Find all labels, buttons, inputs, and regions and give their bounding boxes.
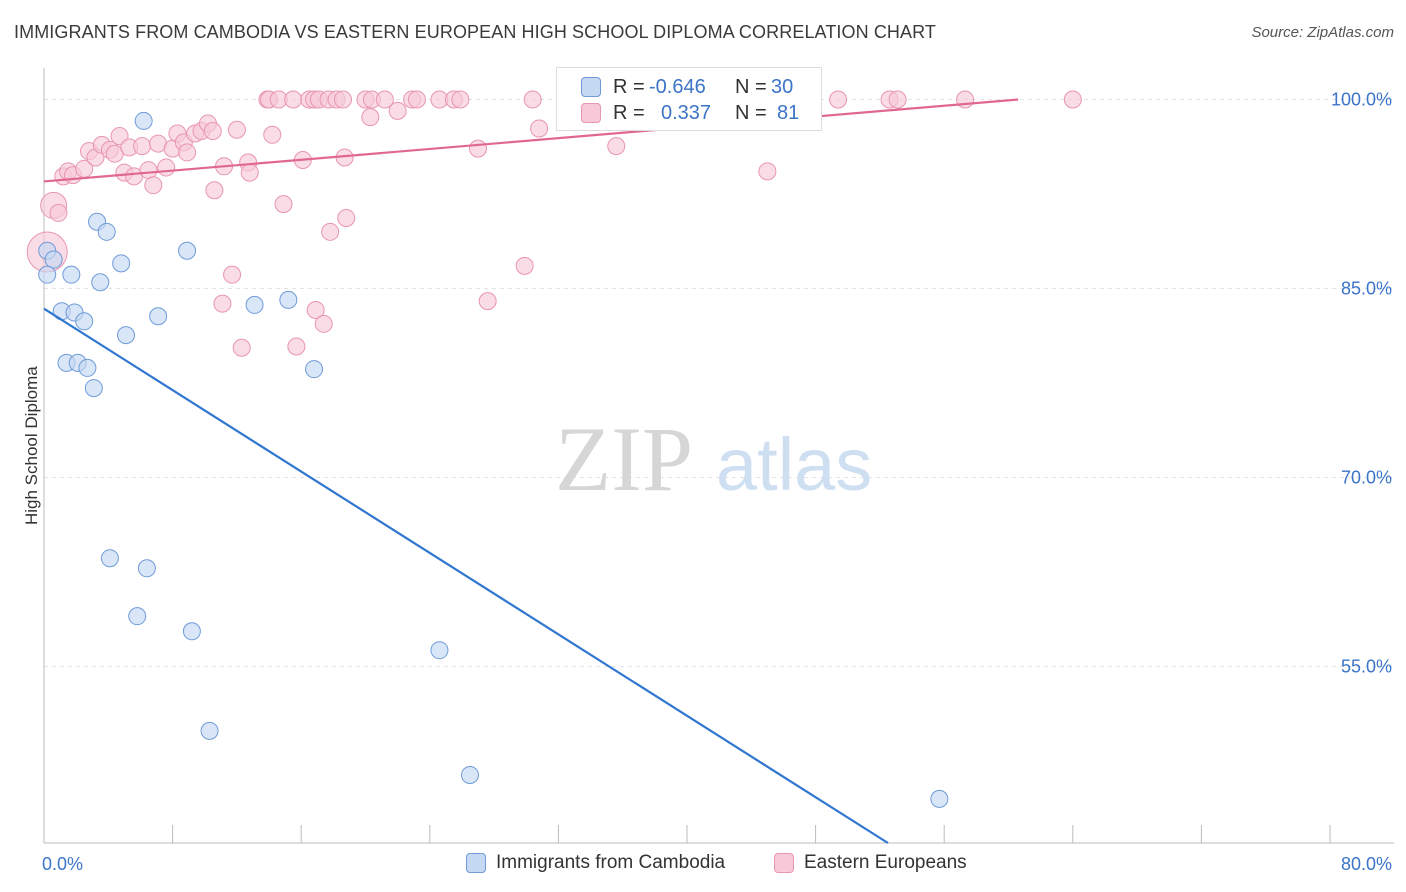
cambodia-point — [245, 295, 264, 314]
eastern-europe-point — [213, 294, 232, 313]
eastern-europe-point — [758, 162, 777, 181]
x-tick-label: 80.0% — [1341, 854, 1392, 874]
eastern-europe-point — [523, 90, 542, 109]
cambodia-point — [75, 312, 94, 331]
series-eastern-europeans — [26, 90, 1082, 357]
y-axis-label: High School Diploma — [22, 366, 41, 525]
eastern-europe-point — [306, 300, 325, 319]
cambodia-point — [100, 549, 119, 568]
cambodia-point — [78, 358, 97, 377]
cambodia-point — [116, 326, 135, 345]
cambodia-point — [930, 789, 949, 808]
watermark-atlas: atlas — [716, 423, 872, 506]
cambodia-point — [97, 222, 116, 241]
tick-labels: 55.0% 70.0% 85.0% 100.0% 0.0% 80.0% — [42, 90, 1392, 874]
eastern-europe-point — [375, 90, 394, 109]
r-label: R = — [613, 101, 645, 124]
cambodia-point — [84, 379, 103, 398]
cambodia-point — [137, 559, 156, 578]
eastern-europe-point — [203, 122, 222, 141]
eastern-europe-point — [829, 90, 848, 109]
chart-title: IMMIGRANTS FROM CAMBODIA VS EASTERN EURO… — [14, 22, 936, 42]
eastern-europe-point — [144, 176, 163, 195]
eastern-europe-point — [284, 90, 303, 109]
eastern-europe-point — [337, 208, 356, 227]
cambodia-point — [112, 254, 131, 273]
y-tick-label: 55.0% — [1341, 657, 1392, 677]
stats-legend: R = -0.646 N = 30 R = 0.337 N = 81 — [556, 67, 822, 131]
legend-item-eastern-europeans[interactable]: Eastern Europeans — [774, 852, 967, 874]
pink-swatch — [581, 103, 601, 123]
blue-swatch — [466, 853, 486, 873]
legend-label: Immigrants from Cambodia — [496, 852, 726, 873]
eastern-europe-point — [321, 222, 340, 241]
watermark: ZIP atlas — [555, 408, 872, 510]
eastern-europe-point — [478, 292, 497, 311]
trend-lines — [43, 98, 1019, 844]
eastern-europe-point — [888, 90, 907, 109]
cambodia-point — [200, 721, 219, 740]
eastern-europe-point — [223, 265, 242, 284]
cambodia-point — [134, 111, 153, 130]
n-value: 30 — [771, 75, 794, 98]
r-value: -0.646 — [649, 75, 706, 98]
source-credit: Source: ZipAtlas.com — [1251, 24, 1394, 41]
eastern-europe-point — [49, 203, 68, 222]
cambodia-point — [178, 241, 197, 260]
series-immigrants-from-cambodia — [38, 111, 949, 808]
eastern-europe-trend-line — [43, 98, 1019, 183]
eastern-europe-point — [274, 195, 293, 214]
eastern-europe-point — [157, 158, 176, 177]
n-label: N = — [735, 75, 767, 98]
eastern-europe-point — [240, 163, 259, 182]
eastern-europe-point — [287, 337, 306, 356]
cambodia-point — [305, 360, 324, 379]
r-label: R = — [613, 75, 645, 98]
pink-swatch — [774, 853, 794, 873]
eastern-europe-point — [178, 143, 197, 162]
eastern-europe-point — [1063, 90, 1082, 109]
eastern-europe-point — [205, 181, 224, 200]
eastern-europe-point — [451, 90, 470, 109]
eastern-europe-point — [407, 90, 426, 109]
cambodia-trend-line — [43, 307, 889, 844]
eastern-europe-point — [263, 125, 282, 144]
y-tick-label: 85.0% — [1341, 279, 1392, 299]
x-tick-label: 0.0% — [42, 854, 83, 874]
n-value: 81 — [777, 101, 800, 124]
eastern-europe-point — [607, 137, 626, 156]
watermark-zip: ZIP — [555, 408, 693, 510]
eastern-europe-point — [361, 108, 380, 127]
cambodia-point — [279, 290, 298, 309]
eastern-europe-point — [469, 139, 488, 158]
blue-swatch — [581, 77, 601, 97]
eastern-europe-point — [333, 90, 352, 109]
eastern-europe-point — [515, 256, 534, 275]
eastern-europe-point — [530, 119, 549, 138]
n-label: N = — [735, 101, 767, 124]
eastern-europe-point — [388, 101, 407, 120]
cambodia-point — [38, 265, 57, 284]
eastern-europe-point — [139, 161, 158, 180]
legend-label: Eastern Europeans — [804, 852, 967, 873]
series-legend: Immigrants from Cambodia Eastern Europea… — [0, 852, 1406, 880]
cambodia-point — [62, 265, 81, 284]
cambodia-point — [149, 307, 168, 326]
grid-lines — [44, 99, 1392, 668]
cambodia-point — [182, 622, 201, 641]
eastern-europe-point — [232, 338, 251, 357]
r-value: 0.337 — [661, 101, 712, 124]
eastern-europe-point — [314, 314, 333, 333]
cambodia-point — [460, 765, 479, 784]
eastern-europe-point — [227, 120, 246, 139]
legend-item-cambodia[interactable]: Immigrants from Cambodia — [466, 852, 725, 874]
cambodia-point — [91, 273, 110, 292]
cambodia-point — [128, 607, 147, 626]
cambodia-point — [44, 250, 63, 269]
y-tick-label: 100.0% — [1331, 90, 1392, 110]
cambodia-point — [430, 641, 449, 660]
eastern-europe-point — [133, 137, 152, 156]
y-tick-label: 70.0% — [1341, 468, 1392, 488]
